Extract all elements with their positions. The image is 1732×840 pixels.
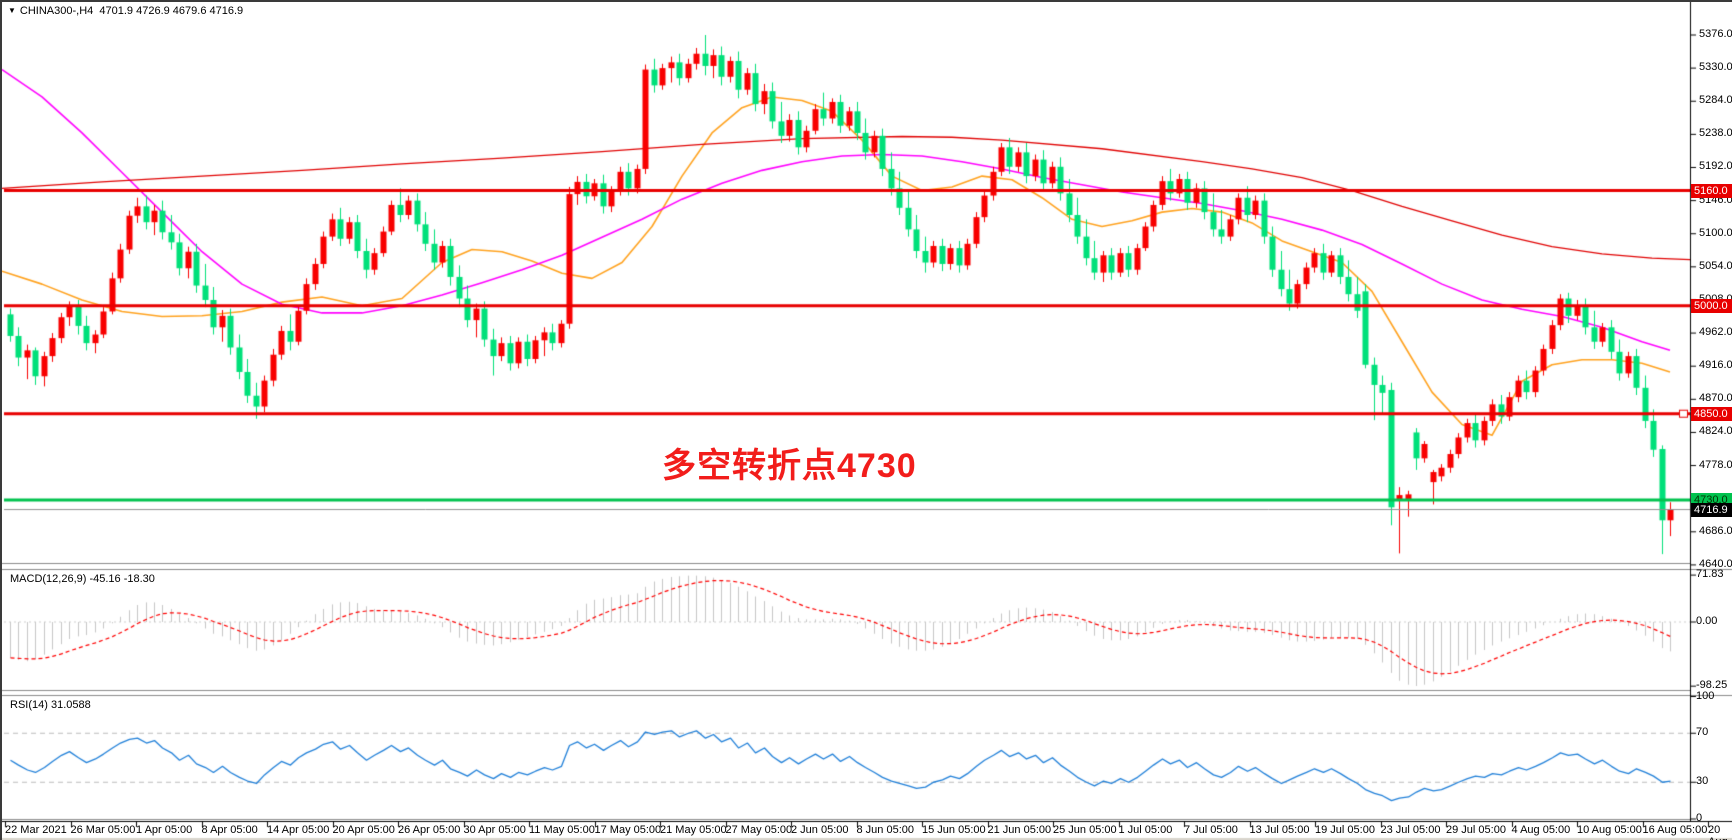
date-label: 2 Jun 05:00	[791, 824, 849, 836]
price-level-badge: 4850.0	[1691, 406, 1732, 421]
date-label: 21 Jun 05:00	[987, 824, 1052, 836]
date-label: 15 Jun 05:00	[922, 824, 986, 836]
price-tick-label: 5330.0	[1699, 61, 1732, 74]
rsi-indicator-label: RSI(14) 31.0588	[10, 699, 91, 711]
macd-axis-label: -98.25	[1696, 679, 1728, 692]
price-tick-label: 5284.0	[1699, 94, 1732, 107]
price-tick-label: 4870.0	[1699, 392, 1732, 405]
rsi-axis-label: 0	[1696, 812, 1703, 824]
date-label: 25 Jun 05:00	[1053, 824, 1117, 836]
date-label: 19 Jul 05:00	[1315, 824, 1375, 836]
price-level-badge: 4716.9	[1691, 502, 1732, 517]
rsi-axis-label: 70	[1696, 726, 1709, 739]
price-tick-label: 5054.0	[1699, 259, 1732, 272]
price-tick-label: 4778.0	[1699, 458, 1732, 471]
price-tick-label: 4824.0	[1699, 425, 1732, 438]
price-tick-label: 5376.0	[1699, 28, 1732, 40]
date-label: 29 Jul 05:00	[1446, 824, 1506, 836]
date-label: 21 May 05:00	[660, 824, 727, 836]
date-label: 26 Mar 05:00	[70, 824, 136, 836]
price-tick-label: 5238.0	[1699, 127, 1732, 140]
date-label: 20 Aug 05:00	[1708, 824, 1728, 840]
rsi-axis-label: 30	[1696, 775, 1709, 788]
symbol-name: CHINA300-,H4	[19, 5, 94, 17]
date-label: 11 May 05:00	[529, 824, 595, 836]
date-label: 13 Jul 05:00	[1249, 824, 1310, 836]
date-label: 1 Jul 05:00	[1118, 824, 1173, 836]
date-label: 14 Apr 05:00	[267, 824, 330, 836]
date-label: 8 Jun 05:00	[856, 824, 915, 836]
date-label: 17 May 05:00	[594, 824, 662, 836]
chevron-down-icon[interactable]: ▼	[8, 6, 16, 15]
date-label: 7 Jul 05:00	[1184, 824, 1238, 836]
date-label: 27 May 05:00	[725, 824, 793, 836]
macd-axis-label: 71.83	[1696, 568, 1724, 581]
date-label: 4 Aug 05:00	[1511, 824, 1571, 836]
pivot-annotation-text: 多空转折点4730	[662, 447, 917, 485]
price-tick-label: 4686.0	[1699, 524, 1732, 537]
date-label: 22 Mar 2021	[5, 824, 67, 836]
symbol-header: ▼ CHINA300-,H4 4701.9 4726.9 4679.6 4716.…	[8, 5, 243, 17]
price-tick-label: 4916.0	[1699, 359, 1732, 372]
macd-axis-label: 0.00	[1696, 615, 1718, 627]
rsi-axis-label: 100	[1696, 689, 1715, 702]
symbol-ohlc-values: 4701.9 4726.9 4679.6 4716.9	[99, 5, 244, 17]
date-label: 1 Apr 05:00	[136, 824, 193, 836]
price-level-badge: 5000.0	[1691, 298, 1732, 313]
date-label: 20 Apr 05:00	[332, 824, 395, 836]
date-label: 30 Apr 05:00	[463, 824, 526, 836]
date-label: 23 Jul 05:00	[1380, 824, 1441, 836]
date-label: 26 Apr 05:00	[398, 824, 461, 836]
price-level-badge: 5160.0	[1691, 183, 1732, 198]
price-tick-label: 5192.0	[1699, 160, 1732, 173]
price-tick-label: 5100.0	[1699, 226, 1732, 239]
price-tick-label: 4962.0	[1699, 326, 1732, 339]
price-tick-label: 4640.0	[1699, 557, 1732, 570]
macd-indicator-label: MACD(12,26,9) -45.16 -18.30	[10, 573, 155, 585]
date-label: 10 Aug 05:00	[1577, 824, 1642, 836]
date-label: 8 Apr 05:00	[201, 824, 258, 836]
date-label: 16 Aug 05:00	[1642, 824, 1708, 836]
